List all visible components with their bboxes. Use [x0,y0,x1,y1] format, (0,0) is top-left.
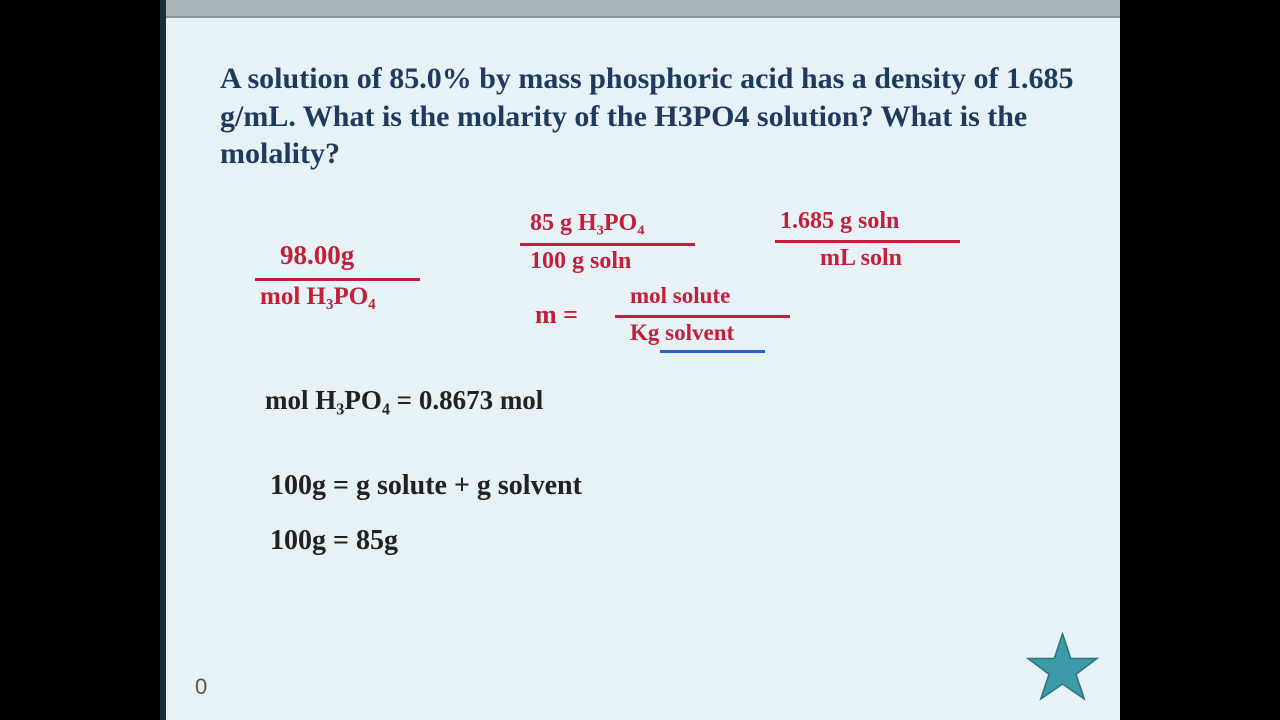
slide: A solution of 85.0% by mass phosphoric a… [160,0,1120,720]
density-numerator: 1.685 g soln [780,208,899,235]
mass-fraction-numerator: 85 g H₃PO₄ [530,210,644,237]
molality-fracline [615,315,790,318]
molar-mass-numerator: 98.00g [280,240,354,271]
molar-mass-denominator: mol H₃PO₄ [260,283,376,311]
letterbox-left [0,0,160,720]
top-bar [160,0,1120,18]
star-icon [1025,630,1100,705]
density-fracline [775,240,960,243]
mass-balance-eq2: 100g = 85g [270,525,398,557]
mol-calculation: mol H₃PO₄ = 0.8673 mol [265,385,543,416]
problem-statement: A solution of 85.0% by mass phosphoric a… [220,60,1080,173]
solvent-underline [660,350,765,353]
molality-denominator: Kg solvent [630,320,734,346]
molality-m-equals: m = [535,300,578,330]
molar-mass-fracline [255,278,420,281]
molality-numerator: mol solute [630,283,730,309]
mass-balance-eq1: 100g = g solute + g solvent [270,470,582,502]
left-strip [160,0,166,720]
letterbox-right [1120,0,1280,720]
mass-fraction-fracline [520,243,695,246]
density-denominator: mL soln [820,245,902,272]
page-number: 0 [195,674,207,700]
mass-fraction-denominator: 100 g soln [530,248,631,275]
